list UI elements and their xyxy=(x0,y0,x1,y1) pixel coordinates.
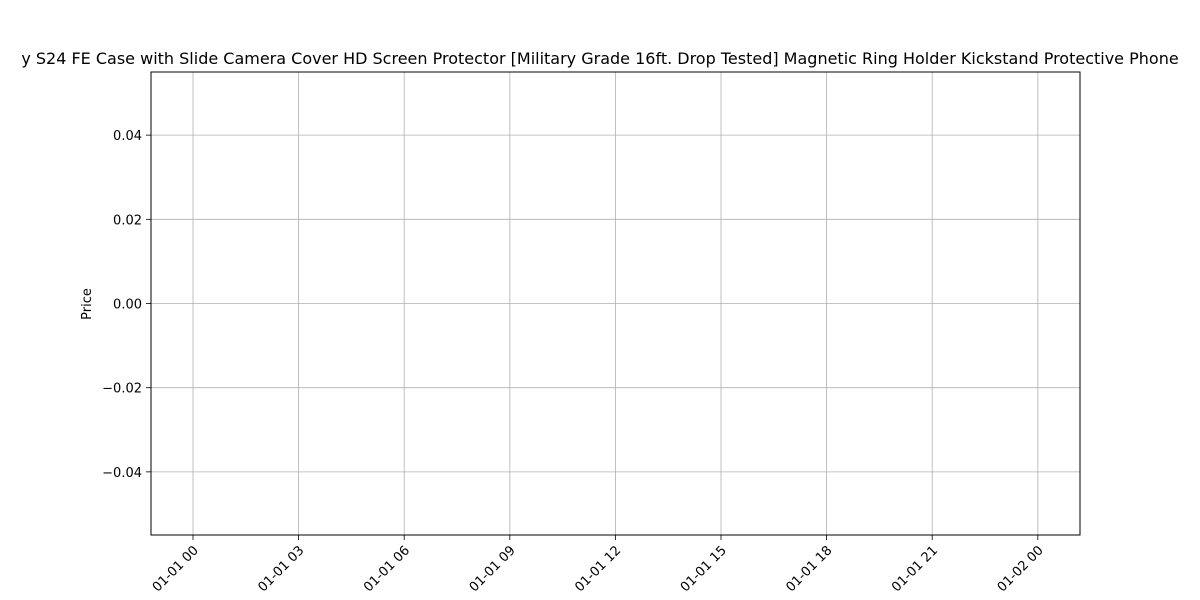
y-tick-label: 0.00 xyxy=(113,298,142,313)
chart-title: y S24 FE Case with Slide Camera Cover HD… xyxy=(21,49,1178,68)
x-tick-label: 01-02 00 xyxy=(995,543,1047,595)
x-tick-label: 01-01 15 xyxy=(678,543,730,595)
x-tick-label: 01-01 12 xyxy=(572,543,624,595)
x-tick-label: 01-01 21 xyxy=(889,543,941,595)
x-tick-label: 01-01 18 xyxy=(783,543,835,595)
x-tick-label: 01-01 00 xyxy=(150,543,202,595)
x-tick-label: 01-01 09 xyxy=(467,543,519,595)
y-axis-label: Price xyxy=(80,288,95,320)
x-axis: 01-01 00 01-01 03 01-01 06 01-01 09 01-01 12… xyxy=(150,535,1047,595)
y-tick-label: 0.02 xyxy=(113,213,142,228)
x-tick-label: 01-01 03 xyxy=(255,543,307,595)
y-tick-label: −0.04 xyxy=(102,466,142,481)
grid xyxy=(151,72,1080,535)
y-tick-label: −0.02 xyxy=(102,382,142,397)
x-tick-label: 01-01 06 xyxy=(361,543,413,595)
y-tick-label: 0.04 xyxy=(113,129,142,144)
y-axis: 0.04 0.02 0.00 −0.02 −0.04 xyxy=(102,129,151,481)
